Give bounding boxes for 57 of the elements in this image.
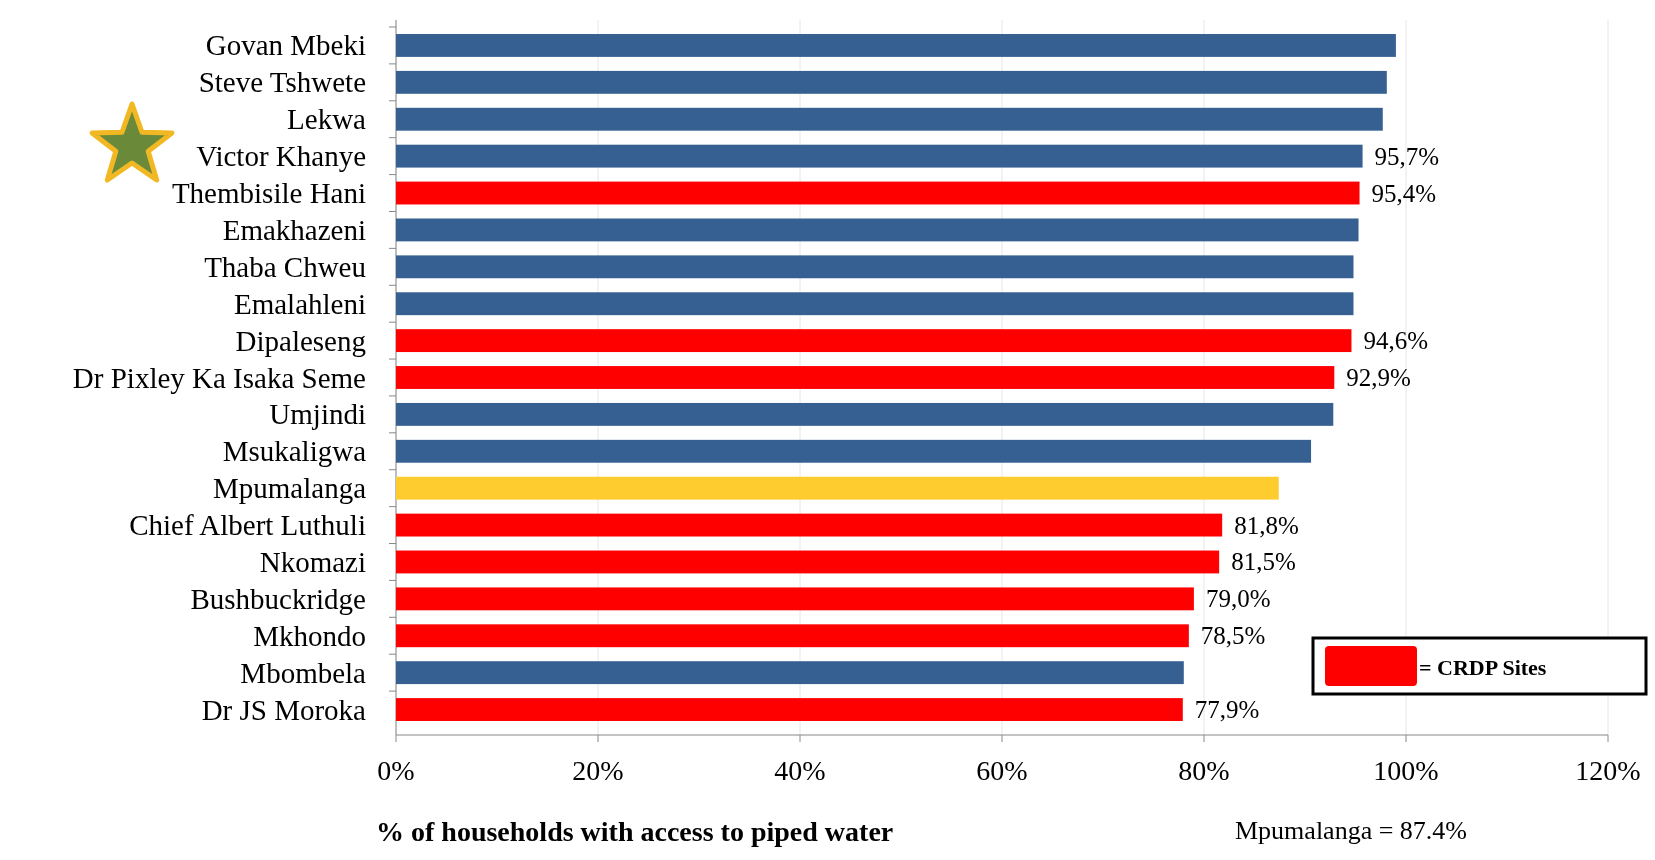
bar (396, 550, 1220, 574)
y-tick-label: Dipaleseng (235, 324, 366, 357)
data-label: 78,5% (1200, 622, 1266, 650)
legend-label: = CRDP Sites (1419, 654, 1547, 680)
bar (396, 181, 1360, 205)
bar (396, 402, 1334, 426)
y-tick-label: Dr JS Moroka (201, 693, 367, 726)
data-label: 94,6% (1363, 327, 1429, 355)
y-tick-label: Msukaligwa (222, 435, 367, 468)
bar (396, 144, 1363, 168)
bar (396, 439, 1312, 463)
bar (396, 329, 1352, 353)
bar (396, 255, 1354, 279)
x-tick-label: 60% (976, 755, 1028, 786)
data-label: 79,0% (1205, 585, 1271, 613)
y-tick-label: Govan Mbeki (205, 29, 366, 62)
x-tick-label: 100% (1373, 755, 1439, 786)
y-tick-label: Chief Albert Luthuli (129, 509, 366, 542)
y-tick-label: Steve Tshwete (198, 66, 366, 99)
data-label: 81,5% (1231, 548, 1296, 576)
y-tick-label: Bushbuckridge (190, 582, 366, 615)
y-tick-label: Mkhondo (253, 619, 366, 652)
data-label: 92,9% (1346, 364, 1411, 391)
x-tick-label: 120% (1575, 755, 1641, 786)
y-tick-label: Thembisile Hani (171, 177, 366, 210)
x-tick-label: 0% (377, 755, 415, 786)
x-axis-title: % of households with access to piped water (376, 816, 894, 847)
text: Mpumalanga = 87.4% (1235, 816, 1468, 845)
y-tick-label: Lekwa (287, 103, 367, 136)
y-tick-label: Emalahleni (233, 287, 366, 320)
y-tick-label: Umjindi (269, 398, 366, 431)
bar (396, 587, 1194, 611)
bar (396, 661, 1184, 685)
bar (396, 70, 1387, 94)
y-tick-label: Emakhazeni (222, 213, 366, 246)
y-tick-label: Mbombela (240, 656, 367, 689)
bar (396, 34, 1396, 57)
x-tick-label: 80% (1178, 755, 1230, 786)
x-tick-label: 20% (572, 755, 624, 786)
bar (396, 476, 1279, 500)
y-tick-label: Victor Khanye (196, 140, 366, 173)
data-label: 77,9% (1194, 696, 1260, 724)
y-tick-label: Nkomazi (259, 545, 366, 578)
bar (396, 218, 1359, 242)
bar (396, 513, 1223, 537)
y-tick-label: Mpumalanga (212, 472, 367, 505)
data-label: 81,8% (1234, 511, 1299, 539)
data-label: 95,4% (1371, 179, 1437, 207)
y-tick-label: Dr Pixley Ka Isaka Seme (72, 361, 366, 394)
bar (396, 292, 1354, 316)
data-label: 95,7% (1374, 142, 1440, 170)
x-tick-label: 40% (774, 755, 826, 786)
bar (396, 366, 1335, 389)
y-tick-label: Thaba Chweu (204, 250, 366, 283)
bar (396, 698, 1183, 721)
bar (396, 107, 1383, 131)
bar (396, 624, 1189, 648)
